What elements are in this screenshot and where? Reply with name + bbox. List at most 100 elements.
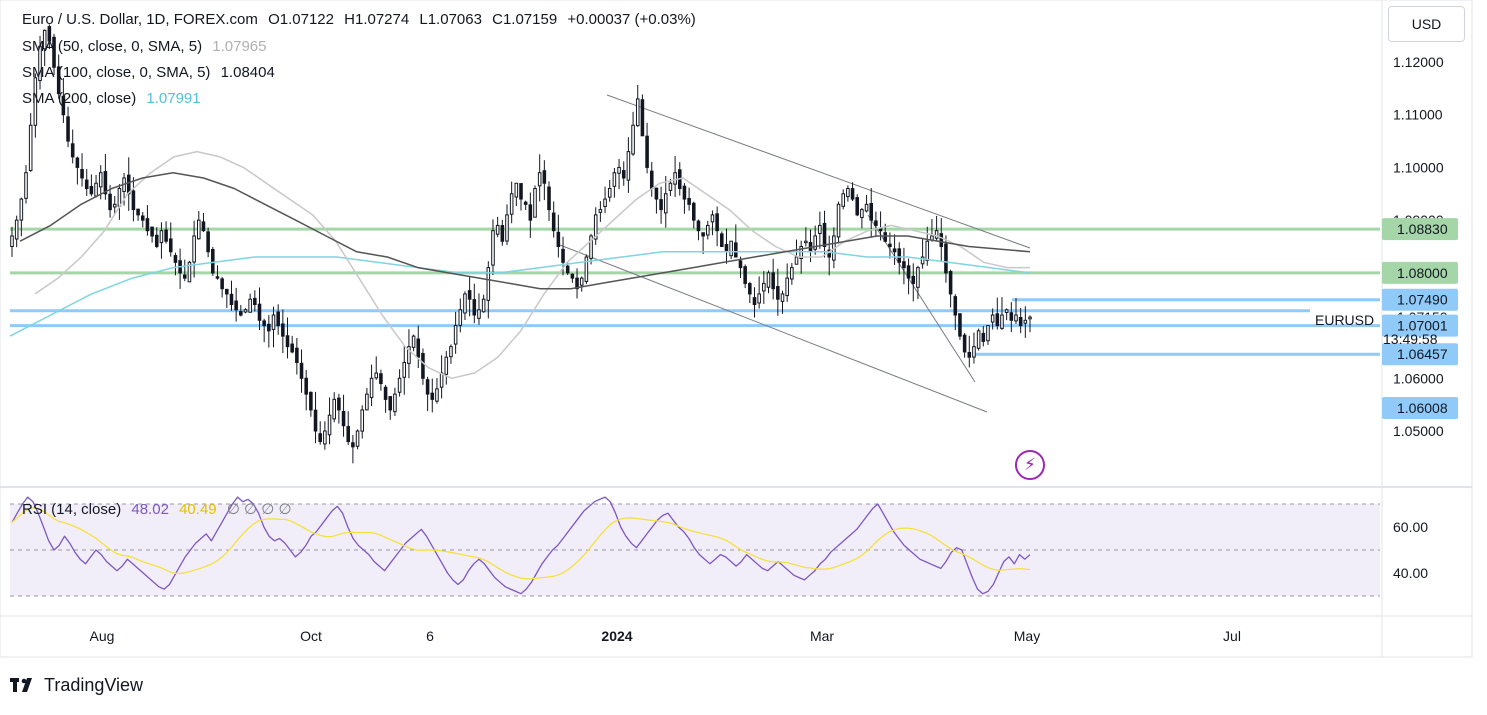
candle-body — [790, 267, 794, 280]
candle-body — [836, 203, 841, 238]
x-tick-label: Jul — [1223, 628, 1241, 644]
legend-sma100[interactable]: SMA (100, close, 0, SMA, 5) 1.08404 — [22, 64, 281, 81]
candle-body — [551, 212, 556, 232]
candle-body — [892, 248, 897, 253]
candle-body — [472, 299, 477, 316]
candle-body — [481, 298, 486, 313]
candle-body — [547, 186, 551, 211]
candle-body — [220, 278, 224, 290]
price-label: 1.07490 — [1397, 292, 1448, 308]
candle-body — [570, 273, 575, 279]
candle-body — [449, 346, 453, 358]
candle-body — [126, 174, 131, 195]
candle-body — [173, 255, 178, 263]
candle-body — [841, 193, 845, 207]
candle-body — [906, 265, 911, 279]
candle-body — [24, 172, 28, 199]
ohlc-high: H1.07274 — [344, 11, 410, 28]
candle-body — [1000, 314, 1004, 329]
candle-body — [883, 232, 888, 242]
candle-body — [271, 314, 276, 330]
candle-body — [598, 209, 603, 213]
legend-rsi[interactable]: RSI (14, close) 48.02 40.49 ∅ ∅ ∅ ∅ — [22, 500, 298, 518]
candle-body — [248, 298, 252, 313]
candle-body — [804, 240, 808, 244]
candle-body — [953, 296, 958, 316]
candle-body — [243, 309, 248, 313]
price-label-box — [1382, 218, 1458, 241]
candle-body — [374, 372, 379, 379]
candle-body — [182, 274, 187, 279]
candle-body — [397, 377, 402, 393]
price-label: 1.06008 — [1397, 400, 1448, 416]
candle-body — [313, 409, 318, 432]
currency-button[interactable]: USD — [1388, 6, 1465, 42]
candle-body — [1009, 312, 1014, 321]
candle-body — [1004, 309, 1009, 313]
candle-body — [986, 325, 990, 342]
tradingview-logo[interactable]: TradingView — [10, 672, 143, 698]
x-tick-label: Mar — [810, 628, 834, 644]
sma200-line — [9, 251, 1031, 337]
candle-body — [94, 182, 98, 197]
candle-body — [948, 270, 953, 295]
candle-body — [818, 224, 822, 235]
sma100-label: SMA (100, close, 0, SMA, 5) — [22, 64, 211, 81]
candle-body — [972, 346, 976, 358]
candle-body — [192, 235, 196, 263]
candle-body — [463, 293, 467, 314]
candle-body — [360, 409, 365, 432]
ohlc-low: L1.07063 — [419, 11, 482, 28]
candle-body — [785, 277, 789, 297]
candle-body — [860, 209, 864, 219]
candle-body — [752, 297, 757, 305]
candle-body — [430, 392, 435, 400]
candle-body — [211, 248, 215, 274]
candle-body — [626, 151, 631, 181]
sma50-label: SMA (50, close, 0, SMA, 5) — [22, 38, 203, 55]
candle-body — [168, 238, 173, 253]
candle-body — [33, 77, 38, 126]
candle-body — [407, 346, 411, 364]
candle-body — [225, 288, 229, 295]
candle-body — [668, 182, 673, 191]
candle-body — [710, 214, 715, 223]
tradingview-logo-icon — [10, 678, 32, 692]
candle-body — [70, 143, 75, 158]
candle-body — [981, 332, 986, 342]
x-tick-label: 2024 — [601, 628, 632, 644]
candle-body — [14, 219, 19, 240]
candle-body — [365, 393, 369, 411]
candle-body — [323, 430, 327, 445]
y-tick-label: 1.11000 — [1393, 107, 1443, 123]
candle-body — [66, 116, 70, 142]
candle-body — [691, 202, 696, 221]
candle-body — [467, 290, 472, 300]
lightning-icon[interactable]: ⚡ — [1015, 450, 1045, 480]
candle-body — [743, 266, 747, 284]
candle-body — [706, 224, 710, 236]
candle-body — [584, 256, 589, 282]
candle-body — [902, 261, 906, 269]
candle-body — [561, 248, 565, 263]
candle-body — [715, 213, 719, 232]
candle-body — [645, 135, 649, 168]
price-label-box — [1382, 397, 1458, 419]
candle-body — [780, 293, 785, 302]
candle-body — [542, 170, 547, 184]
candle-body — [995, 313, 1000, 327]
candle-body — [916, 267, 920, 288]
legend-sma50[interactable]: SMA (50, close, 0, SMA, 5) 1.07965 — [22, 38, 272, 55]
candle-body — [505, 214, 509, 242]
candle-body — [136, 208, 140, 216]
candle-body — [150, 226, 154, 237]
candle-body — [327, 414, 332, 436]
candle-body — [934, 230, 939, 239]
candle-body — [724, 244, 729, 253]
candle-body — [285, 335, 290, 348]
legend-sma200[interactable]: SMA (200, close) 1.07991 — [22, 90, 207, 107]
candle-body — [720, 233, 724, 248]
candle-body — [537, 172, 542, 187]
